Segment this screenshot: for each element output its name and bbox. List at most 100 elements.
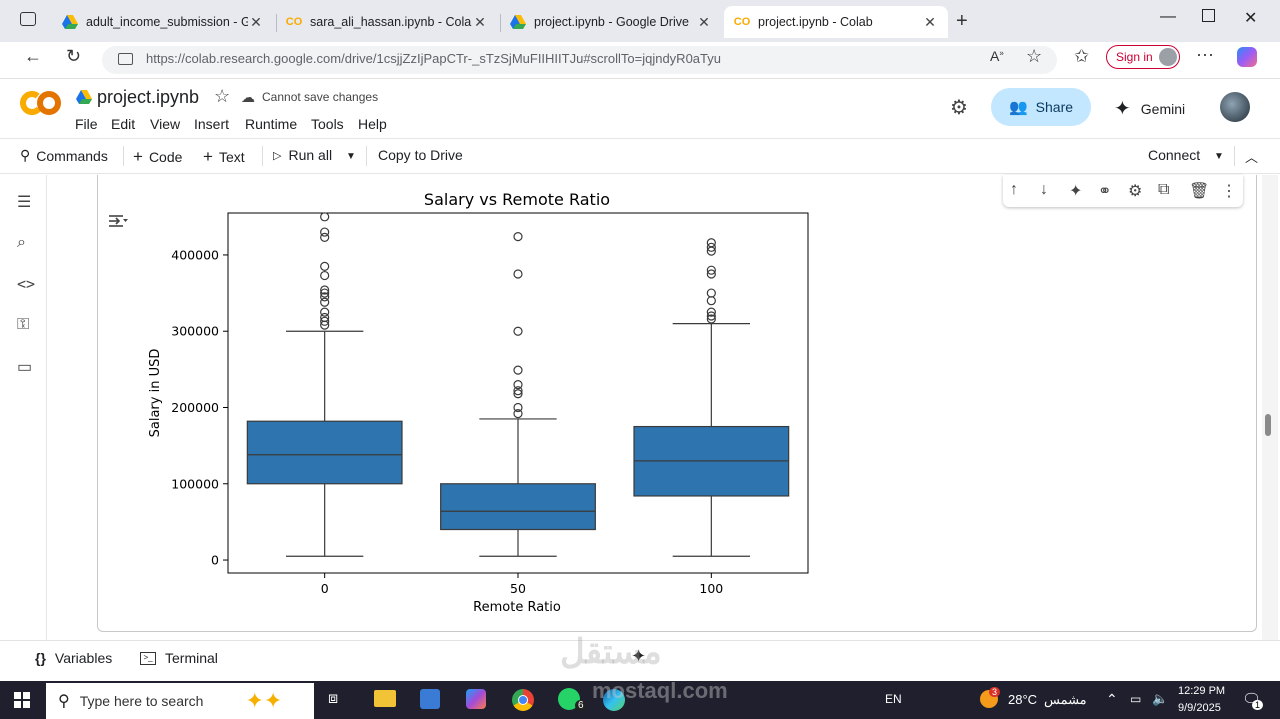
connect-button[interactable]: Connect	[1148, 147, 1201, 163]
menu-view[interactable]: View	[150, 116, 181, 132]
settings-gear-icon[interactable]: ⚙	[950, 97, 968, 119]
google-drive-icon	[76, 90, 92, 109]
copy-to-drive-button[interactable]: Copy to Drive	[378, 147, 463, 163]
chevron-down-icon[interactable]: ▼	[1214, 151, 1224, 162]
reload-icon[interactable]: ↻	[66, 46, 82, 66]
read-aloud-icon[interactable]: A»	[990, 48, 1004, 64]
taskbar-search-box[interactable]: ⚲ Type here to search ✦✦	[46, 683, 314, 719]
clock-time[interactable]: 12:29 PM	[1178, 685, 1226, 697]
chevron-up-icon[interactable]: ⌃	[1106, 691, 1118, 707]
menu-edit[interactable]: Edit	[111, 116, 136, 132]
tab-actions-icon[interactable]	[20, 12, 36, 26]
browser-tab-project-colab[interactable]: CO project.ipynb - Colab ✕	[724, 6, 948, 38]
files-folder-icon[interactable]: ▭	[17, 359, 33, 376]
close-icon[interactable]: ✕	[698, 13, 710, 30]
colab-icon: CO	[733, 16, 751, 28]
toolbar-divider	[1234, 146, 1235, 166]
new-tab-icon[interactable]: +	[956, 10, 968, 32]
minimize-icon[interactable]: —	[1160, 8, 1176, 25]
task-view-icon[interactable]: ⧈	[328, 690, 339, 707]
search-highlight-icon: ✦✦	[245, 688, 283, 713]
notebook-toolbar	[0, 138, 1280, 174]
run-all-button[interactable]: ▷ Run all	[273, 147, 332, 163]
volume-icon[interactable]: 🔈	[1152, 691, 1169, 706]
outlier-point	[706, 314, 716, 324]
edge-icon[interactable]	[603, 689, 625, 711]
code-snippets-icon[interactable]: <>	[17, 275, 36, 293]
settings-gear-icon[interactable]: ⚙	[1128, 183, 1143, 200]
mirror-cell-icon[interactable]: ⧉	[1158, 181, 1170, 198]
chevron-up-icon[interactable]: ︿	[1245, 150, 1259, 165]
menu-help[interactable]: Help	[358, 116, 387, 132]
watermark-arabic: مستقل	[560, 633, 662, 671]
link-icon[interactable]: ⚭	[1098, 183, 1112, 200]
maximize-icon[interactable]	[1202, 9, 1215, 22]
move-down-icon[interactable]: ↓	[1040, 181, 1048, 198]
copilot-icon[interactable]	[1237, 47, 1257, 67]
file-explorer-icon[interactable]	[374, 690, 396, 707]
back-arrow-icon[interactable]: ←	[24, 46, 42, 66]
move-up-icon[interactable]: ↑	[1010, 181, 1018, 198]
find-icon[interactable]: ⌕	[17, 234, 26, 251]
store-icon[interactable]	[420, 689, 440, 709]
close-icon[interactable]: ✕	[924, 13, 936, 30]
menu-tools[interactable]: Tools	[311, 116, 344, 132]
more-vert-icon[interactable]: ⋮	[1221, 183, 1237, 200]
menu-insert[interactable]: Insert	[194, 116, 230, 132]
bottom-bar	[0, 640, 1280, 681]
whatsapp-icon[interactable]	[558, 688, 580, 710]
outlier-point	[320, 312, 330, 323]
play-icon: ▷	[273, 149, 282, 162]
language-indicator[interactable]: EN	[885, 692, 902, 706]
avatar-icon	[1158, 48, 1177, 66]
notebook-title[interactable]: project.ipynb	[97, 87, 200, 107]
gemini-sparkle-icon[interactable]: ✦	[631, 646, 647, 666]
toolbar-divider	[262, 146, 263, 166]
address-bar[interactable]	[102, 46, 1057, 74]
output-cell[interactable]	[97, 175, 1257, 632]
url-text[interactable]: https://colab.research.google.com/drive/…	[146, 51, 721, 66]
windows-start-icon[interactable]	[14, 692, 30, 713]
close-icon[interactable]: ✕	[250, 13, 262, 30]
add-code-button[interactable]: + Code	[133, 147, 182, 167]
share-button[interactable]: 👥 Share	[991, 88, 1091, 126]
user-avatar[interactable]	[1220, 92, 1250, 122]
browser-tab-adult-income[interactable]: adult_income_submission - Googl ✕	[52, 6, 274, 38]
table-of-contents-icon[interactable]: ☰	[17, 194, 32, 211]
variables-button[interactable]: {} Variables	[35, 650, 112, 666]
menu-runtime[interactable]: Runtime	[245, 116, 298, 132]
favorite-star-icon[interactable]: ☆	[1026, 46, 1043, 66]
temperature[interactable]: 28°C	[1008, 692, 1038, 707]
outlier-point	[320, 292, 330, 302]
outlier-point	[706, 265, 716, 275]
share-label: Share	[1035, 99, 1074, 115]
scrollbar-thumb[interactable]	[1265, 414, 1271, 436]
gemini-sparkle-icon[interactable]: ✦	[1069, 183, 1083, 200]
scrollbar[interactable]	[1262, 175, 1278, 640]
terminal-button[interactable]: >_ Terminal	[140, 650, 218, 666]
microsoft-365-icon[interactable]	[466, 689, 486, 709]
chevron-down-icon[interactable]: ▼	[346, 151, 356, 162]
more-options-icon[interactable]: ···	[1196, 44, 1214, 64]
close-window-icon[interactable]: ✕	[1244, 10, 1258, 27]
commands-button[interactable]: ⚲ Commands	[20, 147, 108, 164]
battery-icon[interactable]: ▭	[1130, 692, 1142, 706]
sign-in-button[interactable]: Sign in	[1106, 45, 1180, 69]
close-icon[interactable]: ✕	[474, 13, 486, 30]
browser-tab-project-drive[interactable]: project.ipynb - Google Drive ✕	[500, 6, 722, 38]
browser-tab-sara-colab[interactable]: CO sara_ali_hassan.ipynb - Colab ✕	[276, 6, 498, 38]
gemini-button[interactable]: ✦ Gemini	[1114, 96, 1185, 121]
site-info-icon[interactable]	[118, 53, 133, 65]
menu-file[interactable]: File	[75, 116, 98, 132]
weather-text[interactable]: مشمس	[1044, 692, 1087, 707]
add-text-button[interactable]: + Text	[203, 147, 245, 167]
chrome-icon[interactable]	[512, 689, 534, 711]
favorites-icon[interactable]: ✩	[1074, 46, 1090, 66]
delete-trash-icon[interactable]: 🗑	[1189, 183, 1210, 200]
secrets-key-icon[interactable]: ⚿	[17, 316, 30, 333]
output-actions-icon[interactable]	[107, 212, 129, 235]
colab-logo[interactable]	[20, 88, 62, 123]
star-icon[interactable]: ☆	[214, 86, 231, 106]
outlier-point	[513, 232, 523, 242]
clock-date[interactable]: 9/9/2025	[1178, 702, 1221, 714]
